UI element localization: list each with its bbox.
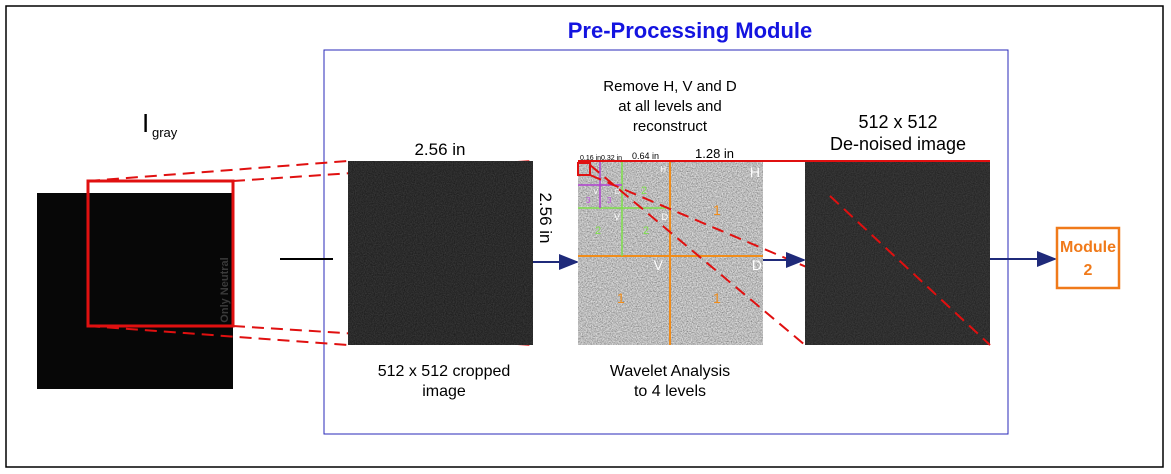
subband-level: 3 [607, 196, 612, 205]
subband-d: D [752, 257, 762, 273]
scale-label: 1.28 in [695, 146, 734, 161]
watermark: Only Neutral [219, 257, 231, 322]
crop-caption: image [422, 383, 466, 400]
wavelet-top-caption: reconstruct [633, 118, 708, 135]
wavelet-bottom-caption: Wavelet Analysis [610, 363, 730, 380]
subband-level: 1 [617, 290, 625, 306]
subband-v: V [654, 257, 664, 273]
cropped-image-noise [348, 161, 533, 345]
output-box [1057, 228, 1119, 288]
subband-level: 2 [641, 185, 647, 197]
subband-v: V [614, 212, 620, 222]
subband-level: 3 [586, 196, 591, 205]
input-subscript: gray [152, 125, 178, 140]
diagram: Pre-Processing Module I gray Only Neutra… [0, 0, 1171, 474]
denoised-image-noise [805, 161, 990, 345]
subband-level: 2 [643, 225, 649, 237]
subband-level: 1 [713, 202, 721, 218]
output-label: Module [1060, 239, 1116, 256]
denoised-caption: 512 x 512 [858, 112, 937, 132]
wavelet-top-caption: at all levels and [618, 98, 721, 115]
crop-height-label: 2.56 in [536, 192, 555, 243]
denoised-caption: De-noised image [830, 134, 966, 154]
scale-label: 0.64 in [632, 151, 659, 161]
subband-d: D [662, 212, 669, 222]
output-label: 2 [1084, 262, 1093, 279]
subband-level: 1 [713, 290, 721, 306]
input-image [37, 193, 233, 389]
wavelet-bottom-caption: to 4 levels [634, 383, 706, 400]
crop-caption: 512 x 512 cropped [378, 363, 511, 380]
module-title: Pre-Processing Module [568, 18, 813, 43]
input-label: I [142, 108, 149, 138]
crop-width-label: 2.56 in [414, 140, 465, 159]
subband-h: H [750, 164, 760, 180]
subband-level: 2 [595, 225, 601, 237]
subband-v: V [593, 189, 598, 196]
subband-h: H [660, 165, 666, 174]
wavelet-top-caption: Remove H, V and D [603, 78, 737, 95]
